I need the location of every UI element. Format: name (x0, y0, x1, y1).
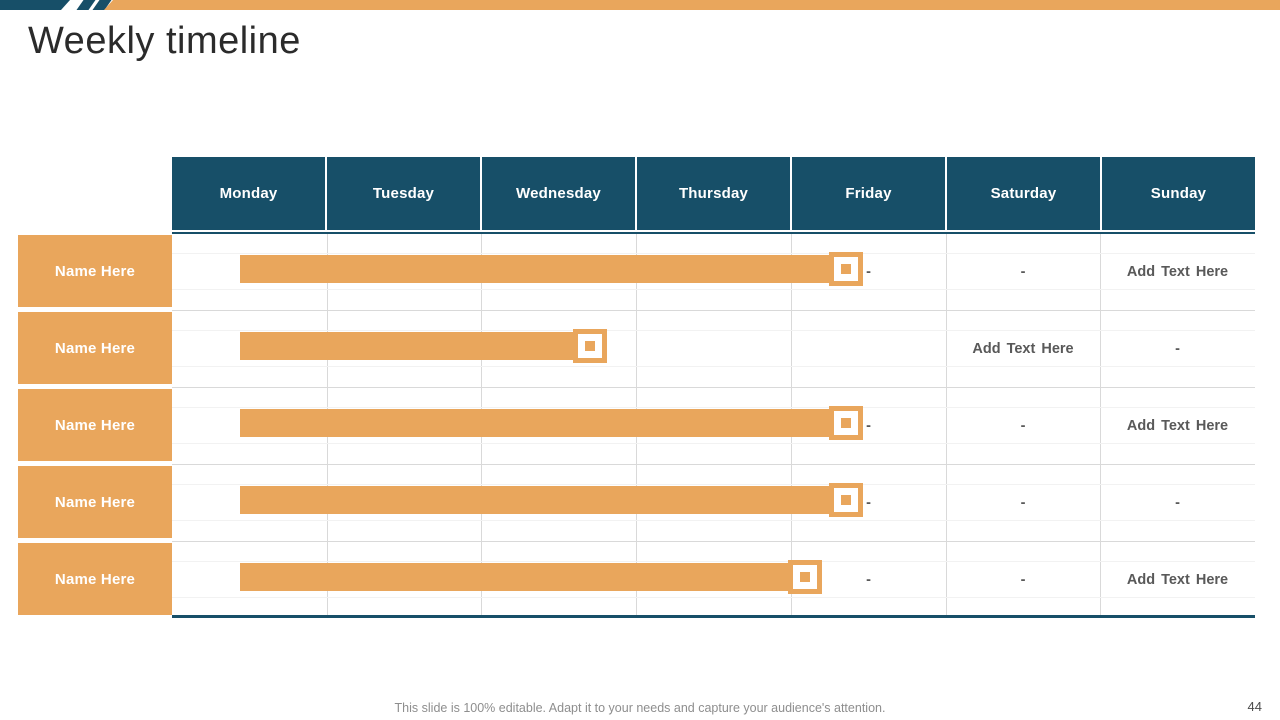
bar-end-marker[interactable] (829, 406, 863, 440)
gantt-bar[interactable] (240, 560, 822, 594)
row-label[interactable]: Name Here (18, 389, 172, 461)
column-header-saturday[interactable]: Saturday (947, 157, 1100, 230)
table-row: Name Here Add Text Here - (0, 310, 1280, 387)
cell-sunday[interactable]: Add Text Here (1126, 571, 1229, 588)
column-header-thursday[interactable]: Thursday (637, 157, 790, 230)
table-header: Monday Tuesday Wednesday Thursday Friday… (172, 157, 1255, 230)
cell-friday[interactable]: - (866, 263, 871, 280)
gantt-bar[interactable] (240, 483, 863, 517)
row-label[interactable]: Name Here (18, 466, 172, 538)
cell-sunday[interactable]: - (1175, 340, 1180, 357)
top-accent-teal-bar (0, 0, 70, 10)
cell-saturday[interactable]: - (1020, 571, 1026, 588)
cell-sunday[interactable]: - (1175, 494, 1180, 511)
bar-end-marker[interactable] (829, 483, 863, 517)
cell-friday[interactable]: - (866, 494, 871, 511)
row-label[interactable]: Name Here (18, 235, 172, 307)
gantt-bar[interactable] (240, 406, 863, 440)
cell-saturday[interactable]: - (1020, 494, 1026, 511)
page-title: Weekly timeline (28, 20, 301, 62)
header-underline (172, 232, 1255, 234)
table-row: Name Here - - Add Text Here (0, 233, 1280, 310)
top-accent-orange-bar (104, 0, 1280, 10)
table-row: Name Here - - Add Text Here (0, 541, 1280, 618)
column-header-tuesday[interactable]: Tuesday (327, 157, 480, 230)
table-row: Name Here - - - (0, 464, 1280, 541)
cell-sunday[interactable]: Add Text Here (1126, 263, 1229, 280)
cell-saturday[interactable]: - (1020, 417, 1026, 434)
cell-saturday[interactable]: Add Text Here (972, 340, 1074, 357)
cell-saturday[interactable]: - (1020, 263, 1026, 280)
bar-end-marker[interactable] (573, 329, 607, 363)
cell-sunday[interactable]: Add Text Here (1126, 417, 1229, 434)
bar-end-marker[interactable] (788, 560, 822, 594)
column-header-sunday[interactable]: Sunday (1102, 157, 1255, 230)
cell-friday[interactable]: - (866, 417, 871, 434)
row-label[interactable]: Name Here (18, 312, 172, 384)
gantt-bar[interactable] (240, 329, 607, 363)
row-label[interactable]: Name Here (18, 543, 172, 615)
cell-friday[interactable]: - (866, 571, 871, 588)
page-number: 44 (1247, 699, 1262, 714)
footer-note: This slide is 100% editable. Adapt it to… (394, 701, 886, 715)
column-header-friday[interactable]: Friday (792, 157, 945, 230)
column-header-wednesday[interactable]: Wednesday (482, 157, 635, 230)
column-header-monday[interactable]: Monday (172, 157, 325, 230)
table-row: Name Here - - Add Text Here (0, 387, 1280, 464)
gantt-bar[interactable] (240, 252, 863, 286)
bar-end-marker[interactable] (829, 252, 863, 286)
table-bottom-border (172, 615, 1255, 618)
cell-friday[interactable] (791, 310, 946, 387)
